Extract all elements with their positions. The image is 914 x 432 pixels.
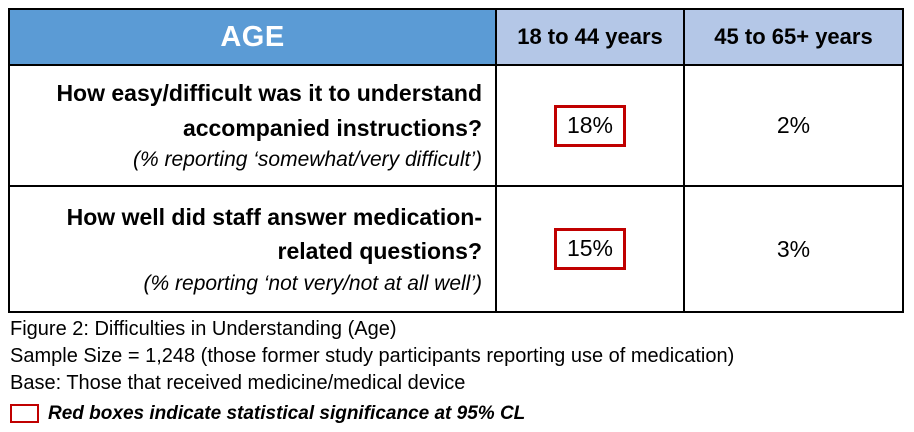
table-header-row: AGE 18 to 44 years 45 to 65+ years: [8, 8, 904, 66]
sample-size-note: Sample Size = 1,248 (those former study …: [10, 345, 735, 368]
question-cell-staff-answers: How well did staff answer medication-rel…: [8, 185, 497, 314]
value-18-44: 18%: [566, 111, 614, 138]
value-cell-45-65: 2%: [683, 63, 904, 188]
value-cell-18-44: 18%: [495, 63, 685, 188]
significance-legend: Red boxes indicate statistical significa…: [10, 400, 906, 427]
legend-text: Red boxes indicate statistical significa…: [48, 403, 526, 425]
question-text: How easy/difficult was it to understand …: [56, 80, 482, 141]
base-note: Base: Those that received medicine/medic…: [10, 372, 466, 395]
figure-title: Figure 2: Difficulties in Understanding …: [10, 318, 397, 341]
value-cell-18-44: 15%: [495, 185, 685, 314]
red-box-legend-icon: [10, 404, 39, 424]
figure-captions: Figure 2: Difficulties in Understanding …: [10, 316, 906, 427]
question-text: How well did staff answer medication-rel…: [66, 203, 482, 265]
group-header-18-44: 18 to 44 years: [495, 8, 685, 66]
question-subnote: (% reporting ‘somewhat/very difficult’): [133, 148, 482, 171]
question-subnote: (% reporting ‘not very/not at all well’): [143, 271, 482, 295]
age-column-header: AGE: [8, 8, 497, 66]
value-18-44: 15%: [566, 235, 614, 262]
group-header-45-65: 45 to 65+ years: [683, 8, 904, 66]
value-cell-45-65: 3%: [683, 185, 904, 314]
significance-box: 15%: [553, 228, 627, 271]
question-cell-instructions: How easy/difficult was it to understand …: [8, 63, 497, 188]
difficulties-table: AGE 18 to 44 years 45 to 65+ years How e…: [8, 8, 904, 314]
table-row: How well did staff answer medication-rel…: [8, 185, 904, 314]
table-row: How easy/difficult was it to understand …: [8, 63, 904, 188]
significance-box: 18%: [553, 104, 627, 147]
